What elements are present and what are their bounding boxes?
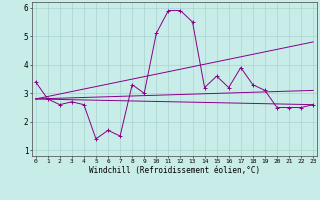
X-axis label: Windchill (Refroidissement éolien,°C): Windchill (Refroidissement éolien,°C) bbox=[89, 166, 260, 175]
